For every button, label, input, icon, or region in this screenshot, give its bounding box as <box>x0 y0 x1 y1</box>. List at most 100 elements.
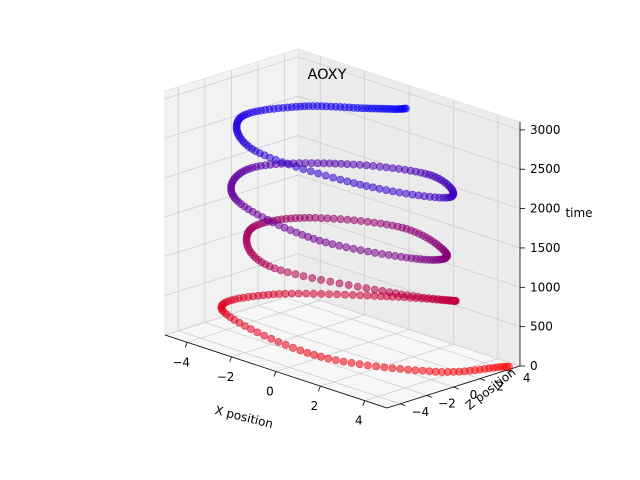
y-tick-label: 2 <box>496 380 504 394</box>
trajectory-point <box>299 272 308 280</box>
y-tick-mark <box>400 403 406 407</box>
x-tick-mark <box>184 342 188 348</box>
trajectory-point <box>321 171 330 180</box>
trajectory-point <box>382 186 391 194</box>
trajectory-point <box>388 187 397 196</box>
trajectory-point <box>260 331 269 340</box>
trajectory-point <box>363 291 372 300</box>
trajectory-point <box>292 162 300 171</box>
y-tick-label: −4 <box>411 405 429 419</box>
trajectory-point <box>363 361 372 370</box>
trajectory-point <box>302 289 310 298</box>
trajectory-point <box>333 290 341 299</box>
trajectory-point <box>331 356 340 364</box>
trajectory-point <box>306 167 315 176</box>
trajectory-point <box>299 165 308 173</box>
trajectory-point <box>370 218 379 227</box>
trajectory-point <box>291 270 300 279</box>
trajectory-point <box>343 177 352 186</box>
trajectory-point <box>375 184 384 193</box>
y-tick-mark <box>426 395 433 398</box>
trajectory-point <box>362 161 371 170</box>
y-tick-label: 0 <box>470 388 478 402</box>
trajectory-point <box>418 366 427 375</box>
trajectory-point <box>378 286 387 295</box>
y-tick-label: 4 <box>523 371 531 385</box>
trajectory-point <box>375 162 384 171</box>
trajectory-point <box>328 240 337 248</box>
trajectory-point <box>425 367 434 376</box>
trajectory-point <box>274 338 283 346</box>
trajectory-point <box>296 346 305 355</box>
trajectory-point <box>329 173 337 182</box>
trajectory-point <box>310 350 319 359</box>
trajectory-point <box>341 290 349 299</box>
y-tick-mark <box>453 386 459 390</box>
trajectory-point <box>267 334 276 343</box>
trajectory-point <box>370 285 379 294</box>
trajectory-point <box>356 291 365 300</box>
grid-line-z <box>164 56 521 131</box>
x-tick-mark <box>273 371 277 377</box>
x-tick-mark <box>318 385 321 392</box>
trajectory-point <box>342 243 351 252</box>
trajectory-point <box>391 289 400 298</box>
data-points <box>217 102 513 376</box>
trajectory-point <box>402 189 410 198</box>
y-tick-mark <box>479 378 486 381</box>
trajectory-point <box>350 216 359 225</box>
trajectory-point <box>355 360 364 369</box>
trajectory-point <box>336 175 345 184</box>
trajectory-point <box>339 357 348 366</box>
grid-lines <box>164 53 521 405</box>
y-tick-label: −2 <box>438 396 456 410</box>
z-axis-label: time <box>565 206 592 220</box>
y-tick-mark <box>506 369 512 373</box>
trajectory-point <box>326 277 335 286</box>
grid-line-z <box>164 174 521 249</box>
trajectory-point <box>336 215 345 224</box>
trajectory-point <box>283 268 292 277</box>
trajectory-point <box>287 289 296 298</box>
z-tick-label: 3000 <box>530 123 561 137</box>
trajectory-point <box>353 282 362 291</box>
trajectory-point <box>347 358 356 367</box>
x-tick-label: 0 <box>266 385 274 399</box>
trajectory-point <box>391 252 399 260</box>
trajectory-point <box>343 215 352 224</box>
trajectory-point <box>317 289 326 298</box>
trajectory-point <box>329 214 338 223</box>
x-tick-label: −2 <box>217 370 235 384</box>
trajectory-point <box>362 284 371 293</box>
trajectory-point <box>372 362 380 371</box>
trajectory-point <box>344 281 353 289</box>
z-tick-label: 1000 <box>530 280 561 294</box>
x-tick-label: 2 <box>311 399 319 413</box>
trajectory-point <box>355 160 364 169</box>
trajectory-point <box>356 246 365 255</box>
trajectory-point <box>289 343 297 352</box>
z-tick-label: 2000 <box>530 202 561 216</box>
x-tick-label: 4 <box>355 414 363 428</box>
x-tick-mark <box>229 356 232 363</box>
trajectory-point <box>388 364 397 373</box>
trajectory-point <box>309 289 318 298</box>
trajectory-point <box>314 169 323 178</box>
grid-line-z <box>164 213 521 288</box>
trajectory-point <box>349 244 358 253</box>
trajectory-point <box>382 163 391 172</box>
trajectory-point <box>323 214 332 223</box>
trajectory-point <box>335 241 344 250</box>
grid-line-z <box>164 95 521 170</box>
trajectory-point <box>246 325 255 333</box>
chart-title: AOXY <box>308 67 347 83</box>
trajectory-point <box>357 217 365 225</box>
trajectory-point <box>294 289 303 298</box>
trajectory-point <box>350 179 358 187</box>
trajectory-point <box>317 275 325 284</box>
trajectory-point <box>380 363 389 372</box>
trajectory-point <box>363 247 372 256</box>
trajectory-point <box>253 328 262 337</box>
